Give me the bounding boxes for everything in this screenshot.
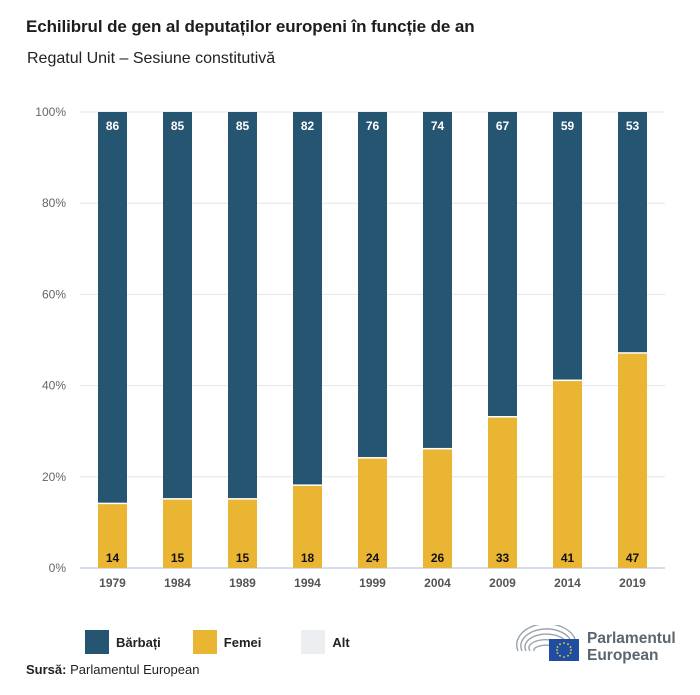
bar-segment-brbai-2019 [618, 112, 647, 353]
bar-segment-femei-2009 [488, 417, 517, 568]
data-label-femei: 24 [366, 551, 380, 565]
legend-swatch-barbati [85, 630, 109, 654]
y-tick-label: 80% [42, 196, 66, 210]
data-label-barbati: 85 [236, 119, 250, 133]
hemicycle-icon [516, 625, 579, 661]
data-label-barbati: 67 [496, 119, 510, 133]
x-tick-label: 2004 [424, 576, 451, 590]
legend-item-barbati: Bărbați [85, 630, 161, 654]
bar-segment-brbai-2014 [553, 112, 582, 380]
x-tick-label: 2014 [554, 576, 581, 590]
y-tick-label: 60% [42, 287, 66, 301]
y-tick-label: 40% [42, 379, 66, 393]
data-label-femei: 33 [496, 551, 510, 565]
x-tick-label: 1984 [164, 576, 191, 590]
logo-line-1: Parlamentul [587, 630, 676, 647]
data-label-barbati: 76 [366, 119, 380, 133]
bar-segment-femei-2019 [618, 353, 647, 568]
legend-label-femei: Femei [223, 634, 262, 650]
bar-segment-brbai-1999 [358, 112, 387, 458]
y-tick-label: 100% [35, 105, 66, 119]
data-label-femei: 47 [626, 551, 640, 565]
legend-item-alt: Alt [301, 630, 350, 654]
logo-text: Parlamentul European [587, 630, 676, 664]
source-label: Sursă: [26, 662, 67, 677]
logo-line-2: European [587, 647, 659, 664]
european-parliament-logo: Parlamentul European [515, 625, 695, 665]
data-label-femei: 41 [561, 551, 575, 565]
y-tick-label: 0% [49, 561, 67, 575]
source-text: Parlamentul European [70, 662, 200, 677]
x-tick-label: 2019 [619, 576, 646, 590]
x-tick-label: 1979 [99, 576, 126, 590]
data-label-femei: 15 [171, 551, 185, 565]
bar-segment-femei-2014 [553, 381, 582, 568]
bar-segment-femei-2004 [423, 449, 452, 568]
bar-segment-femei-1999 [358, 458, 387, 568]
data-label-barbati: 59 [561, 119, 575, 133]
data-label-barbati: 82 [301, 119, 315, 133]
bar-segment-femei-1979 [98, 504, 127, 568]
y-tick-label: 20% [42, 470, 66, 484]
chart-subtitle: Regatul Unit – Sesiune constitutivă [27, 50, 276, 67]
bar-segment-brbai-2009 [488, 112, 517, 417]
source-note: Sursă: Parlamentul European [26, 662, 199, 677]
data-label-femei: 14 [106, 551, 120, 565]
x-tick-label: 2009 [489, 576, 516, 590]
legend-swatch-femei [192, 630, 217, 654]
bar-segment-brbai-2004 [423, 112, 452, 448]
x-tick-label: 1989 [229, 576, 256, 590]
bar-segment-femei-1989 [228, 499, 257, 568]
data-label-femei: 15 [236, 551, 250, 565]
data-label-barbati: 86 [106, 119, 120, 133]
stacked-bar-chart: 0% 20% 40% 60% 80% 100% 14 86 1979 15 85 1984 15 85 19… [35, 105, 665, 590]
data-label-barbati: 85 [171, 119, 185, 133]
bar-segment-brbai-1989 [228, 112, 257, 499]
eu-flag-icon [549, 639, 579, 661]
data-label-femei: 26 [431, 551, 445, 565]
bar-segment-brbai-1984 [163, 112, 192, 499]
data-label-barbati: 74 [431, 119, 445, 133]
bar-segment-femei-1984 [163, 499, 192, 568]
legend-item-femei: Femei [192, 630, 262, 654]
data-label-barbati: 53 [626, 119, 640, 133]
data-label-femei: 18 [301, 551, 315, 565]
legend-label-barbati: Bărbați [116, 634, 161, 650]
x-tick-label: 1994 [294, 576, 321, 590]
legend: Bărbați Femei Alt [85, 630, 372, 654]
bar-segment-brbai-1994 [293, 112, 322, 485]
bar-segment-femei-1994 [293, 485, 322, 568]
legend-label-alt: Alt [332, 634, 350, 650]
x-tick-label: 1999 [359, 576, 386, 590]
legend-swatch-alt [301, 630, 326, 654]
chart-title: Echilibrul de gen al deputaților europen… [26, 17, 475, 36]
bar-segment-brbai-1979 [98, 112, 127, 503]
